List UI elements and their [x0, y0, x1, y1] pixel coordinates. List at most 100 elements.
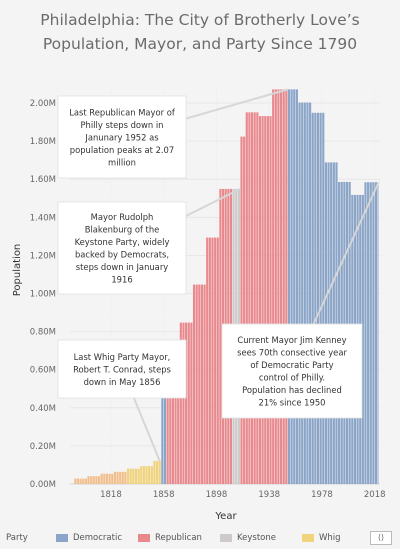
bar	[80, 479, 82, 484]
legend-item-whig[interactable]: Whig	[302, 533, 341, 543]
bar	[217, 238, 219, 484]
bar	[159, 461, 161, 484]
bar	[214, 238, 216, 484]
y-tick-label: 0.80M	[30, 328, 56, 338]
annotation-text: of Democratic Party	[250, 360, 333, 370]
bar	[272, 89, 274, 484]
bar	[291, 89, 293, 484]
bar	[375, 182, 377, 484]
bar	[156, 461, 158, 484]
bar	[206, 238, 208, 484]
annotation-text: 21% since 1950	[258, 398, 325, 408]
bar	[335, 162, 337, 484]
bar	[211, 238, 213, 484]
bar	[204, 285, 206, 484]
bar	[109, 474, 111, 484]
whig-swatch	[302, 534, 314, 542]
bar	[259, 116, 261, 484]
annotation-text: backed by Democrats,	[75, 250, 169, 260]
y-tick-label: 1.80M	[30, 137, 56, 147]
bar	[124, 472, 126, 484]
bar	[103, 474, 105, 484]
annotation-text: Mayor Rudolph	[91, 212, 154, 222]
annotation-text: Blakenburg of the	[85, 225, 160, 235]
bar	[288, 89, 290, 484]
bar	[306, 103, 308, 484]
legend-label-democratic: Democratic	[73, 533, 122, 543]
bar	[98, 476, 100, 484]
bar	[327, 162, 329, 484]
bar	[246, 112, 248, 484]
bar	[209, 238, 211, 484]
annotation-text: Philly steps down in	[81, 120, 164, 130]
bar	[240, 137, 242, 484]
bar	[201, 285, 203, 484]
bar	[267, 116, 269, 484]
annotation-text: 1916	[111, 275, 132, 285]
title-line-1: Philadelphia: The City of Brotherly Love…	[0, 8, 400, 32]
republican-swatch	[138, 534, 150, 542]
bar	[262, 116, 264, 484]
legend-scroll-arrows-icon[interactable]: ⟨⟩	[370, 531, 392, 545]
bar	[364, 182, 366, 484]
bar	[301, 103, 303, 484]
bar	[85, 479, 87, 484]
bar	[135, 469, 137, 484]
bar	[296, 89, 298, 484]
bar	[298, 103, 300, 484]
bar	[130, 469, 132, 484]
legend-item-keystone[interactable]: Keystone	[220, 533, 276, 543]
bar	[378, 182, 379, 484]
bar	[132, 469, 134, 484]
annotation-text: steps down in January	[76, 262, 168, 272]
bar	[111, 474, 113, 484]
keystone-swatch	[220, 534, 232, 542]
bar	[138, 469, 140, 484]
bar	[193, 285, 195, 484]
bar	[293, 89, 295, 484]
y-tick-label: 1.60M	[30, 175, 56, 185]
bar	[143, 466, 145, 484]
bar	[283, 89, 285, 484]
bar	[90, 476, 92, 484]
legend-item-democratic[interactable]: Democratic	[56, 533, 122, 543]
bar	[196, 285, 198, 484]
x-tick-label: 1978	[311, 490, 333, 500]
legend-item-republican[interactable]: Republican	[138, 533, 202, 543]
bar	[304, 103, 306, 484]
annotation-text: Population has declined	[242, 385, 342, 395]
y-axis-ticks: 0.00M0.20M0.40M0.60M0.80M1.00M1.20M1.40M…	[30, 99, 56, 490]
annotation-text: Janunary 1952 as	[84, 132, 158, 142]
y-tick-label: 0.60M	[30, 366, 56, 376]
bar	[312, 113, 314, 484]
bar	[122, 472, 124, 484]
annotation-text: control of Philly.	[259, 373, 325, 383]
bar	[188, 323, 190, 484]
annotation-text: population peaks at 2.07	[70, 145, 174, 155]
x-tick-label: 1858	[153, 490, 175, 500]
bar	[248, 112, 250, 484]
legend: Party Democratic Republican Keystone Whi…	[0, 528, 400, 549]
y-axis-title: Population	[12, 244, 23, 297]
annotation-text: Keystone Party, widely	[75, 237, 170, 247]
legend-label-whig: Whig	[319, 533, 341, 543]
bar	[148, 466, 150, 484]
bar	[77, 479, 79, 484]
democratic-swatch	[56, 534, 68, 542]
annotation-text: Last Whig Party Mayor,	[74, 352, 171, 362]
bar	[264, 116, 266, 484]
y-tick-label: 0.20M	[30, 442, 56, 452]
bar	[190, 323, 192, 484]
x-axis-title: Year	[214, 511, 237, 522]
bar	[82, 479, 84, 484]
y-tick-label: 2.00M	[30, 99, 56, 109]
bar	[219, 189, 221, 484]
annotation-text: sees 70th consective year	[237, 348, 347, 358]
y-tick-label: 0.00M	[30, 480, 56, 490]
bar	[93, 476, 95, 484]
bar	[114, 472, 116, 484]
annotation-text: million	[108, 157, 136, 167]
bar	[95, 476, 97, 484]
bar	[320, 113, 322, 484]
